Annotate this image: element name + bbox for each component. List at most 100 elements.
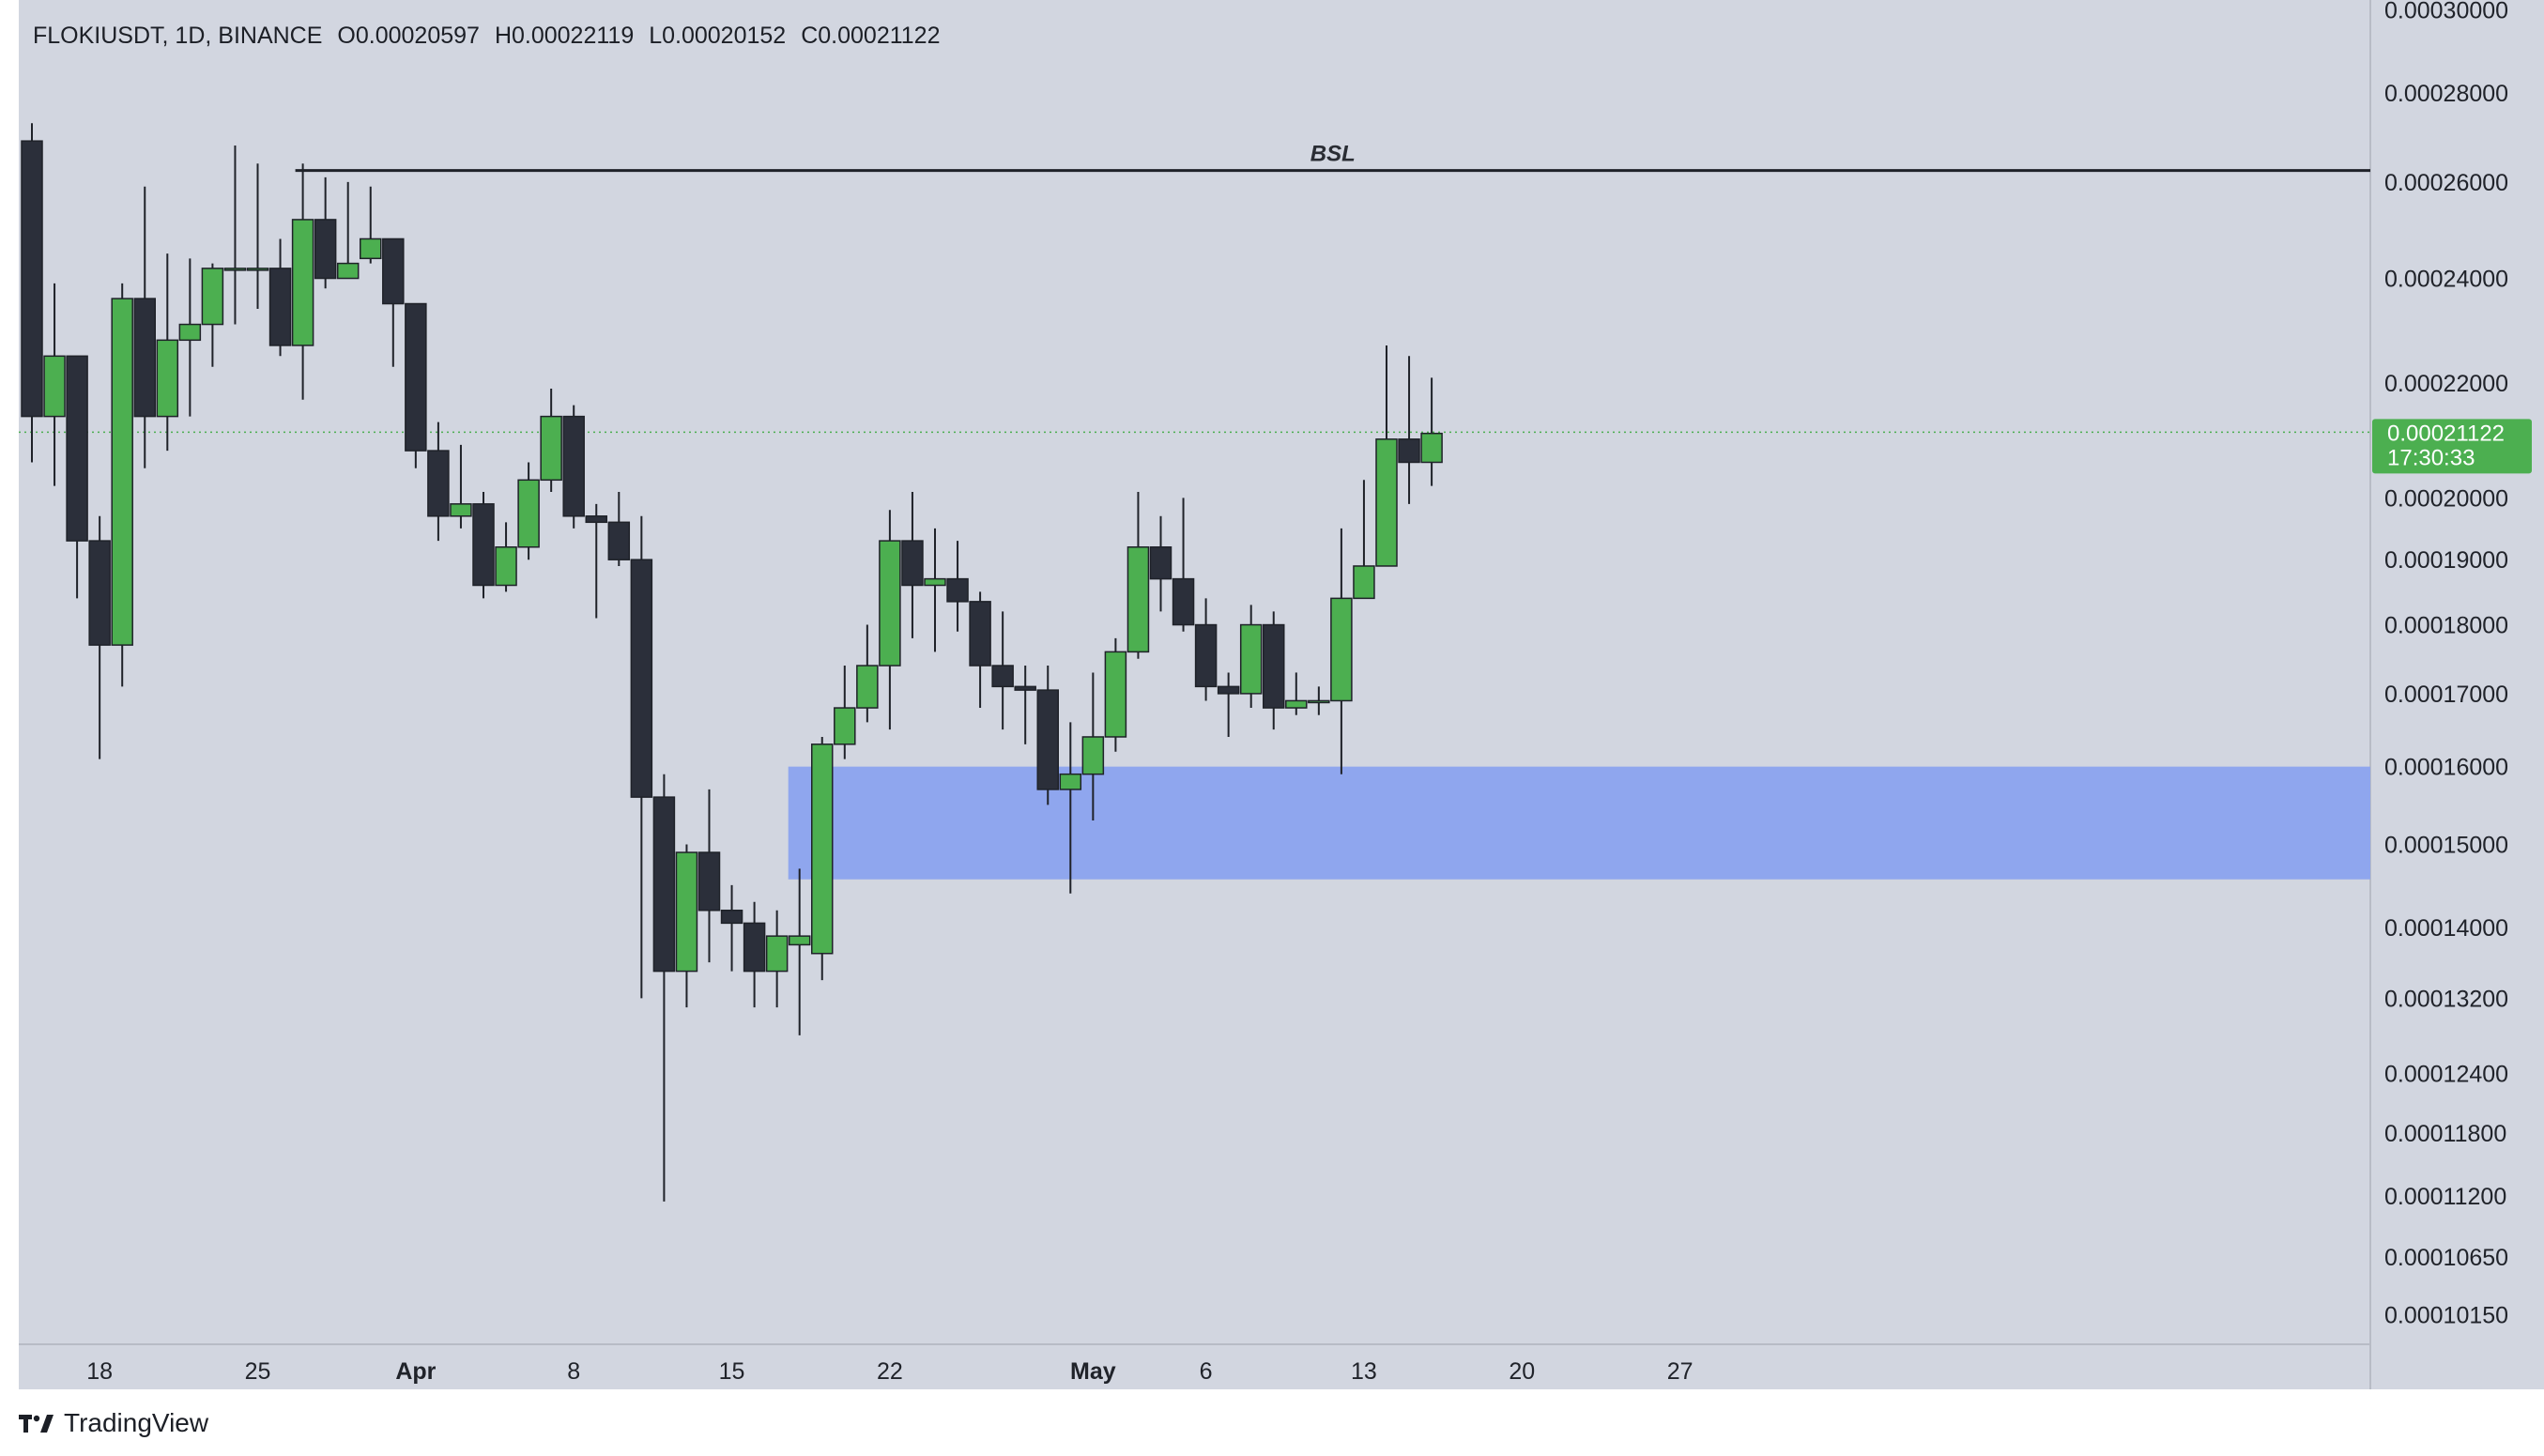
candle-body-down bbox=[1014, 685, 1036, 691]
last-price-value: 0.00021122 bbox=[2387, 421, 2505, 446]
candle bbox=[178, 258, 202, 417]
price-tick-label: 0.00013200 bbox=[2384, 986, 2508, 1012]
candle bbox=[901, 492, 924, 638]
candle-body-up bbox=[223, 268, 247, 271]
candle-body-up bbox=[1285, 699, 1308, 709]
candle bbox=[946, 541, 969, 632]
candle bbox=[495, 522, 517, 592]
candle bbox=[788, 868, 811, 1035]
candle-body-up bbox=[178, 323, 202, 342]
open-value: O0.00020597 bbox=[337, 23, 480, 49]
candle-body-down bbox=[743, 922, 766, 973]
candle-body-down bbox=[405, 302, 427, 452]
candle-body-up bbox=[450, 503, 472, 517]
candle-body-down bbox=[652, 796, 676, 973]
candle-body-up bbox=[495, 546, 517, 587]
candle-body-down bbox=[268, 268, 292, 346]
candle-body-down bbox=[585, 515, 607, 524]
candle bbox=[675, 844, 698, 1008]
candle-body-up bbox=[811, 743, 834, 955]
candle bbox=[1014, 666, 1036, 744]
candle bbox=[1308, 686, 1330, 715]
candle bbox=[291, 163, 314, 400]
candle-body-down bbox=[472, 503, 495, 587]
candle-body-up bbox=[834, 707, 856, 745]
high-value: H0.00022119 bbox=[495, 23, 634, 49]
time-tick-label: 25 bbox=[245, 1358, 271, 1385]
candle-body-down bbox=[1194, 623, 1218, 688]
time-tick-label: 6 bbox=[1200, 1358, 1213, 1385]
price-tick-label: 0.00011800 bbox=[2384, 1121, 2506, 1147]
low-value: L0.00020152 bbox=[649, 23, 786, 49]
candle-body-up bbox=[156, 339, 179, 418]
candle bbox=[450, 444, 472, 529]
candle bbox=[1285, 672, 1308, 715]
candle-body-up bbox=[111, 298, 133, 646]
candle bbox=[133, 186, 156, 468]
candle bbox=[314, 176, 337, 289]
candle bbox=[1104, 637, 1127, 752]
candles bbox=[21, 123, 1443, 1202]
candle-body-down bbox=[1217, 685, 1240, 695]
candle bbox=[1126, 492, 1150, 659]
candle bbox=[223, 145, 247, 325]
candle-body-up bbox=[1420, 432, 1443, 464]
candle bbox=[43, 283, 66, 486]
candle bbox=[1194, 598, 1218, 701]
candle-body-up bbox=[1375, 438, 1398, 567]
candle-body-up bbox=[1081, 736, 1105, 775]
symbol-header: FLOKIUSDT, 1D, BINANCE O0.00020597 H0.0002… bbox=[33, 23, 940, 49]
candle-body-down bbox=[901, 540, 924, 587]
candle bbox=[268, 238, 292, 357]
time-tick-label: 8 bbox=[567, 1358, 580, 1385]
price-tick-label: 0.00020000 bbox=[2384, 485, 2508, 512]
candle-body-up bbox=[291, 219, 314, 346]
candle-body-down bbox=[1398, 438, 1420, 464]
candle bbox=[1353, 480, 1375, 600]
time-tick-label: 22 bbox=[877, 1358, 903, 1385]
price-axis[interactable]: 0.00030000 0.00028000 0.00026000 0.00024000… bbox=[2372, 0, 2532, 1328]
time-axis[interactable]: 18 25 Apr 8 15 22 May 6 13 20 27 bbox=[86, 1358, 1693, 1385]
candle-body-up bbox=[201, 268, 224, 326]
time-tick-label: 20 bbox=[1509, 1358, 1535, 1385]
candle-body-down bbox=[720, 909, 743, 925]
candle-body-up bbox=[1126, 546, 1150, 653]
candle-body-down bbox=[21, 140, 43, 418]
brand-name: TradingView bbox=[64, 1408, 209, 1437]
candle-body-up bbox=[856, 665, 879, 709]
candle-body-down bbox=[427, 450, 450, 517]
candle bbox=[585, 503, 607, 619]
tradingview-brand[interactable]: TradingView bbox=[19, 1408, 208, 1438]
price-tick-label: 0.00019000 bbox=[2384, 547, 2508, 574]
candle bbox=[1081, 672, 1105, 821]
candle bbox=[811, 736, 834, 981]
candle bbox=[1263, 611, 1285, 730]
candle-body-down bbox=[66, 355, 88, 542]
price-tick-label: 0.00012400 bbox=[2384, 1062, 2508, 1088]
time-tick-label: 13 bbox=[1351, 1358, 1377, 1385]
price-tick-label: 0.00026000 bbox=[2384, 170, 2508, 196]
candle bbox=[652, 774, 676, 1202]
candle-body-up bbox=[246, 268, 269, 271]
candle-body-up bbox=[43, 355, 66, 418]
price-tick-label: 0.00024000 bbox=[2384, 267, 2508, 293]
candle bbox=[360, 186, 382, 264]
candle-body-up bbox=[517, 479, 540, 548]
candle-body-down bbox=[1263, 623, 1285, 709]
price-tick-label: 0.00010150 bbox=[2384, 1302, 2508, 1328]
candle-body-up bbox=[765, 935, 789, 973]
candle bbox=[720, 884, 743, 972]
candle-body-up bbox=[1330, 597, 1353, 702]
candle bbox=[66, 355, 88, 599]
candle-body-down bbox=[991, 665, 1014, 688]
candle bbox=[1239, 605, 1263, 709]
candle bbox=[856, 624, 879, 723]
candle-body-down bbox=[1149, 546, 1172, 580]
candle bbox=[1217, 672, 1240, 737]
candle-body-down bbox=[382, 238, 405, 305]
price-tick-label: 0.00017000 bbox=[2384, 682, 2508, 708]
time-tick-label: Apr bbox=[395, 1358, 436, 1385]
demand-zone bbox=[788, 766, 2371, 880]
candle bbox=[1398, 356, 1420, 504]
